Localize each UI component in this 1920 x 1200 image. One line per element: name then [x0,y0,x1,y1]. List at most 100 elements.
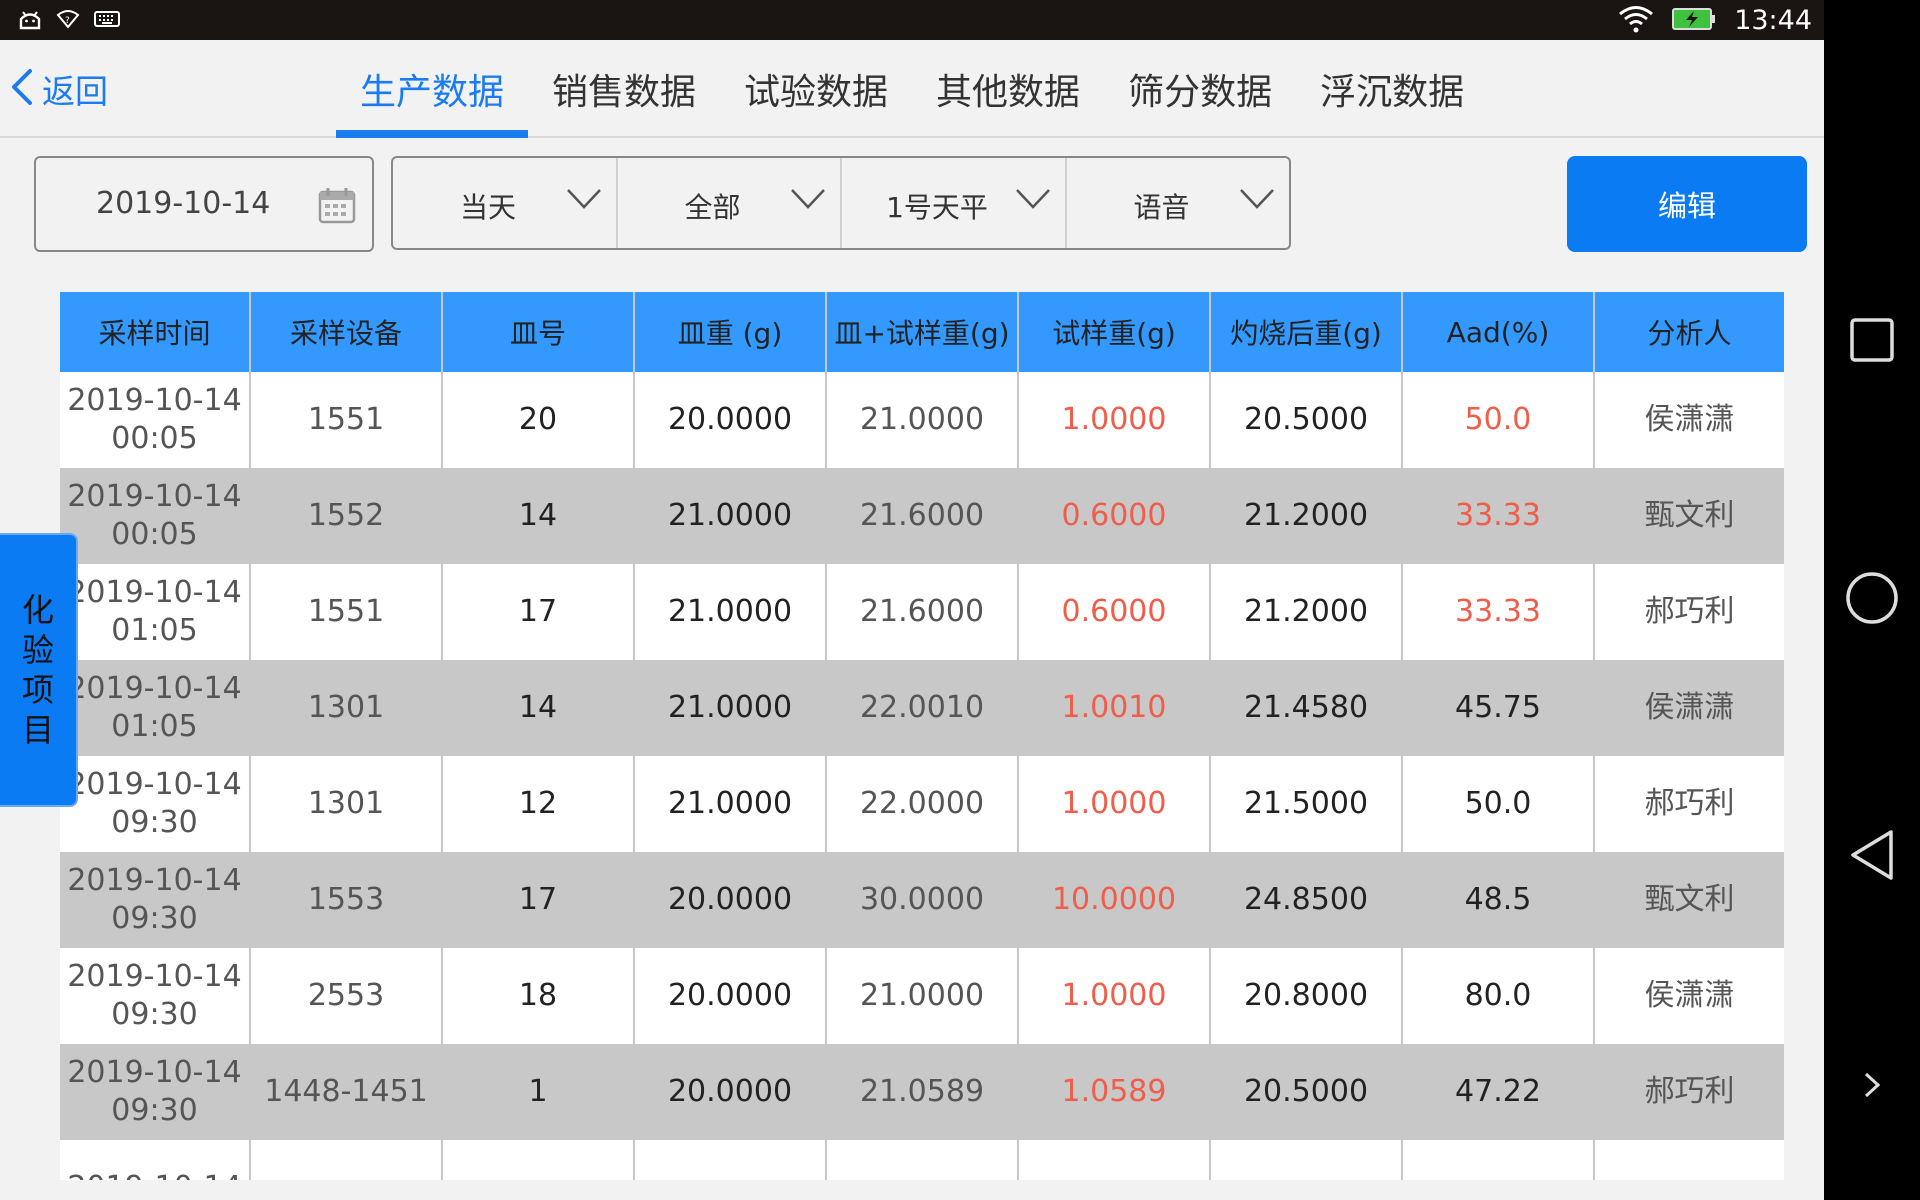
cell-dish-sample-weight: 21.6000 [826,468,1019,564]
cell-burned-weight: 20.8000 [1210,948,1403,1044]
expand-nav-button[interactable] [1824,1070,1920,1104]
cell-analyst [1594,1140,1784,1180]
cell-sample-time: 2019-10-14 09:30 [60,852,251,948]
cell-dish-number [442,1140,635,1180]
table-row[interactable]: 2019-10-14 00:05 1552 14 21.0000 21.6000 0.600… [60,468,1784,564]
tab-screening-data[interactable]: 筛分数据 [1128,72,1273,113]
column-header: Aad(%) [1402,292,1595,372]
home-button[interactable] [1824,571,1920,629]
data-table-container[interactable]: 采样时间 采样设备 皿号 皿重 (g) 皿+试样重(g) 试样重(g) 灼烧后重… [60,292,1784,1180]
table-body: 2019-10-14 00:05 1551 20 20.0000 21.0000 1.000… [60,372,1784,1180]
back-nav-button[interactable] [1824,828,1920,886]
cell-dish-number: 20 [442,372,635,468]
status-icons-left: ? [18,8,120,30]
cell-aad: 80.0 [1402,948,1595,1044]
chevron-down-icon [790,188,826,214]
cell-analyst: 甄文利 [1594,852,1784,948]
circle-icon [1845,571,1899,629]
input-mode-dropdown[interactable]: 语音 [1067,158,1290,248]
column-header: 分析人 [1594,292,1784,372]
cell-analyst: 甄文利 [1594,468,1784,564]
recent-apps-button[interactable] [1824,316,1920,368]
cell-sample-weight: 1.0000 [1018,756,1211,852]
chevron-down-icon [1239,188,1275,214]
table-row[interactable]: 2019-10-14 01:05 1301 14 21.0000 22.0010 1.001… [60,660,1784,756]
cell-dish-weight: 20.0000 [634,852,827,948]
cell-dish-sample-weight: 22.0000 [826,756,1019,852]
cell-device: 1553 [250,852,443,948]
chevron-left-icon [10,67,34,111]
calendar-icon[interactable] [318,186,356,228]
table-row[interactable]: 2019-10-14 09:30 1553 17 20.0000 30.0000 10.00… [60,852,1784,948]
edit-button[interactable]: 编辑 [1567,156,1807,252]
clock-time: 13:44 [1734,5,1812,36]
tab-float-sink-data[interactable]: 浮沉数据 [1320,72,1465,113]
back-label: 返回 [42,72,108,111]
chevron-down-icon [1015,188,1051,214]
period-value: 当天 [459,191,516,224]
cell-dish-number: 12 [442,756,635,852]
cell-dish-number: 17 [442,852,635,948]
cell-sample-time: 2019-10-14 00:05 [60,468,251,564]
tab-production-data[interactable]: 生产数据 [336,40,529,138]
cell-burned-weight: 21.5000 [1210,756,1403,852]
period-dropdown[interactable]: 当天 [393,158,618,248]
sample-clock: 09:30 [111,805,198,840]
square-icon [1848,316,1896,368]
sample-date: 2019-10-14 [67,479,242,514]
table-row[interactable]: 2019-10-14 09:30 2553 18 20.0000 21.0000 1.000… [60,948,1784,1044]
cell-burned-weight: 21.2000 [1210,468,1403,564]
cell-dish-number: 18 [442,948,635,1044]
cell-dish-sample-weight [826,1140,1019,1180]
cell-sample-weight: 0.6000 [1018,564,1211,660]
cell-sample-weight: 0.6000 [1018,468,1211,564]
cell-dish-sample-weight: 21.0000 [826,948,1019,1044]
table-row[interactable]: 2019-10-14 09:30 1448-1451 1 20.0000 21.0589 1… [60,1044,1784,1140]
date-picker[interactable]: 2019-10-14 [34,156,374,252]
cell-sample-weight: 1.0000 [1018,372,1211,468]
svg-text:?: ? [65,16,70,26]
tab-test-data[interactable]: 试验数据 [744,72,889,113]
assay-items-side-tab[interactable]: 化 验 项 目 [0,533,78,807]
cell-analyst: 侯潇潇 [1594,372,1784,468]
status-icons-right: 13:44 [1618,4,1812,38]
cell-sample-time: 2019-10-14 00:05 [60,372,251,468]
table-header-row: 采样时间 采样设备 皿号 皿重 (g) 皿+试样重(g) 试样重(g) 灼烧后重… [60,292,1784,372]
cell-dish-weight: 20.0000 [634,1044,827,1140]
sample-date: 2019-10-14 [67,1055,242,1090]
app-screen: ? 13:44 返回 生产数据 销售数据 试验数据 其他 [0,0,1824,1200]
cell-aad: 48.5 [1402,852,1595,948]
cell-dish-number: 14 [442,660,635,756]
cell-sample-weight: 1.0010 [1018,660,1211,756]
cell-dish-number: 14 [442,468,635,564]
scope-dropdown[interactable]: 全部 [618,158,842,248]
sample-date: 2019-10-14 [60,1169,249,1180]
table-row[interactable]: 2019-10-14 00:05 1551 20 20.0000 21.0000 1.000… [60,372,1784,468]
cell-sample-weight: 1.0589 [1018,1044,1211,1140]
chevron-down-icon [566,188,602,214]
table-row[interactable]: 2019-10-14 01:05 1551 17 21.0000 21.6000 0.600… [60,564,1784,660]
balance-dropdown[interactable]: 1号天平 [842,158,1067,248]
status-bar: ? 13:44 [0,0,1824,40]
back-button[interactable]: 返回 [10,64,108,114]
cell-dish-sample-weight: 22.0010 [826,660,1019,756]
column-header: 灼烧后重(g) [1210,292,1403,372]
wifi-question-icon: ? [56,9,80,29]
cell-sample-time: 2019-10-14 01:05 [60,564,251,660]
sample-date: 2019-10-14 [67,863,242,898]
table-row[interactable]: 2019-10-14 [60,1140,1784,1180]
sample-clock: 00:05 [111,421,198,456]
tab-other-data[interactable]: 其他数据 [936,72,1081,113]
column-header: 采样设备 [250,292,443,372]
battery-charging-icon [1672,7,1716,35]
side-tab-char: 目 [21,711,54,749]
column-header: 采样时间 [60,292,251,372]
cell-aad: 45.75 [1402,660,1595,756]
cell-analyst: 郝巧利 [1594,1044,1784,1140]
table-row[interactable]: 2019-10-14 09:30 1301 12 21.0000 22.0000 1.000… [60,756,1784,852]
cell-aad: 50.0 [1402,756,1595,852]
filter-bar: 当天 全部 1号天平 语音 [391,156,1291,250]
cell-aad: 33.33 [1402,468,1595,564]
tab-sales-data[interactable]: 销售数据 [552,72,697,113]
system-nav-bar [1824,0,1920,1200]
